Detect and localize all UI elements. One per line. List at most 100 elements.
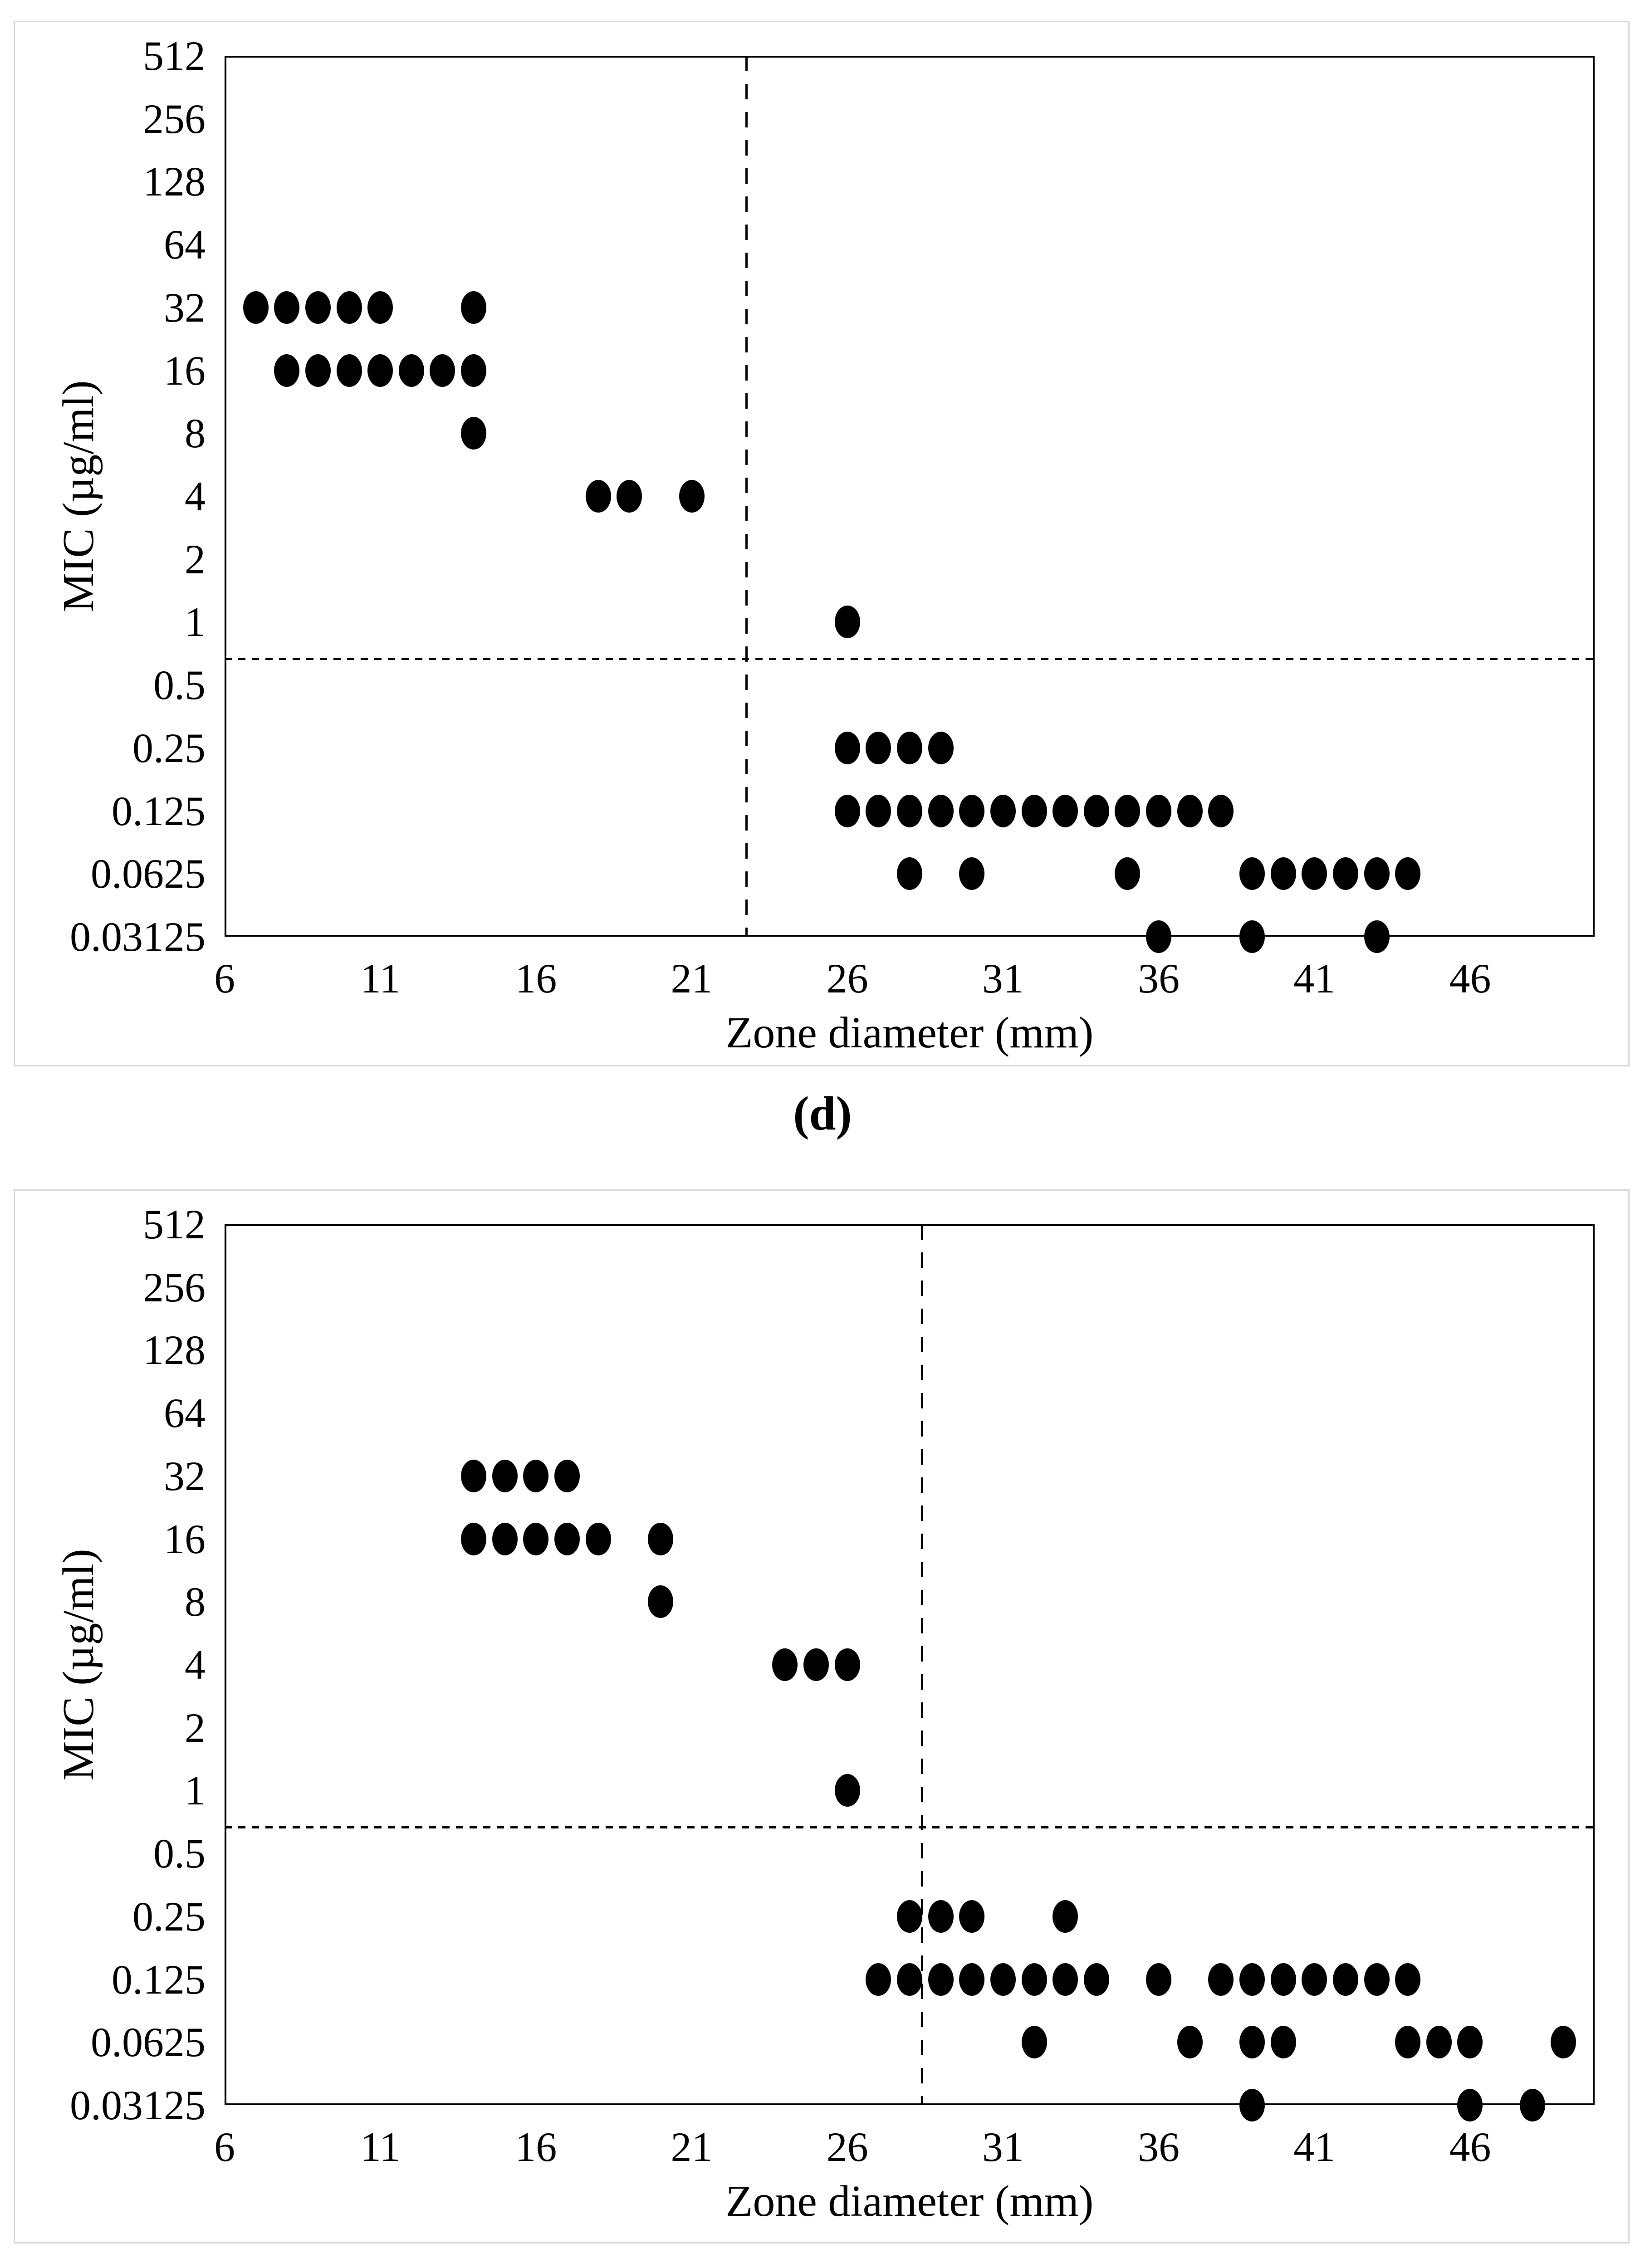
y-tick-label: 1	[185, 599, 206, 645]
data-point	[928, 731, 954, 764]
y-tick-label: 64	[164, 221, 206, 268]
y-tick-label: 8	[185, 410, 206, 457]
data-point	[772, 1648, 798, 1681]
data-point	[959, 1963, 985, 1996]
data-point	[1457, 2089, 1483, 2121]
panel-d: MIC (µg/ml) Zone diameter (mm) 512 256 128…	[14, 21, 1630, 1066]
data-point	[1364, 1963, 1390, 1996]
y-tick-label: 1	[185, 1767, 206, 1814]
data-point	[679, 480, 705, 513]
data-point	[1551, 2026, 1576, 2059]
x-tick-label: 11	[360, 2124, 401, 2170]
data-point	[1519, 2089, 1545, 2121]
panel-label-e: (e)	[0, 2257, 1645, 2268]
data-point	[305, 291, 331, 324]
data-point	[990, 794, 1016, 827]
data-point	[866, 794, 891, 827]
data-point	[1146, 920, 1172, 953]
y-tick-label: 64	[164, 1390, 206, 1437]
data-point	[1395, 857, 1421, 890]
data-point	[928, 1963, 954, 1996]
y-tick-label: 0.0625	[91, 850, 206, 897]
x-tick-label: 36	[1138, 2124, 1180, 2170]
x-tick-label: 21	[671, 955, 713, 1002]
data-point	[803, 1648, 829, 1681]
data-point	[1083, 1963, 1109, 1996]
x-tick-label: 6	[214, 2124, 235, 2170]
data-point	[1021, 794, 1047, 827]
x-tick-label: 26	[826, 2124, 868, 2170]
x-tick-label: 6	[214, 955, 235, 1002]
data-point	[1053, 1963, 1078, 1996]
y-tick-label: 0.03125	[70, 914, 206, 960]
data-point	[461, 417, 487, 450]
breakpoint-hline	[225, 657, 1595, 660]
data-point	[1239, 920, 1265, 953]
y-tick-label: 512	[143, 1201, 206, 1247]
data-point	[492, 1522, 518, 1555]
x-tick-label: 41	[1293, 2124, 1336, 2170]
y-tick-label: 0.25	[132, 724, 206, 771]
y-tick-label: 0.5	[153, 662, 206, 709]
data-point	[928, 794, 954, 827]
data-point	[897, 857, 922, 890]
y-tick-label: 0.03125	[70, 2082, 206, 2128]
data-point	[274, 291, 300, 324]
data-point	[1332, 857, 1358, 890]
panel-e: MIC (µg/ml) Zone diameter (mm) 512 256 128…	[14, 1189, 1630, 2244]
data-point	[617, 480, 642, 513]
data-point	[585, 480, 611, 513]
data-point	[834, 606, 860, 639]
y-tick-label: 4	[185, 1642, 206, 1688]
data-point	[897, 794, 922, 827]
data-point	[336, 354, 362, 387]
x-tick-label: 31	[982, 955, 1024, 1002]
data-point	[959, 1900, 985, 1933]
data-point	[1208, 1963, 1234, 1996]
x-tick-label: 41	[1293, 955, 1336, 1002]
x-tick-label: 11	[360, 955, 401, 1002]
data-point	[834, 1648, 860, 1681]
x-tick-label: 46	[1449, 955, 1491, 1002]
x-tick-label: 21	[671, 2124, 713, 2170]
y-tick-label: 0.5	[153, 1830, 206, 1877]
data-point	[647, 1522, 673, 1555]
data-point	[866, 1963, 891, 1996]
breakpoint-hline	[225, 1826, 1595, 1828]
data-point	[834, 731, 860, 764]
data-point	[897, 731, 922, 764]
y-tick-label: 0.0625	[91, 2019, 206, 2066]
y-tick-label: 2	[185, 1704, 206, 1751]
panel-label-d: (d)	[793, 1087, 852, 1140]
data-point	[1270, 1963, 1296, 1996]
data-point	[461, 291, 487, 324]
data-point	[1021, 1963, 1047, 1996]
data-point	[461, 1522, 487, 1555]
data-point	[1115, 857, 1141, 890]
data-point	[1239, 1963, 1265, 1996]
data-point	[959, 794, 985, 827]
data-point	[1146, 1963, 1172, 1996]
data-point	[1083, 794, 1109, 827]
data-point	[897, 1900, 922, 1933]
data-point	[1239, 2089, 1265, 2121]
data-point	[1395, 1963, 1421, 1996]
data-point	[585, 1522, 611, 1555]
y-tick-label: 256	[143, 1264, 206, 1310]
data-point	[461, 354, 487, 387]
data-point	[336, 291, 362, 324]
data-point	[1302, 857, 1327, 890]
data-point	[1395, 2026, 1421, 2059]
x-tick-label: 26	[826, 955, 868, 1002]
data-point	[834, 794, 860, 827]
data-point	[866, 731, 891, 764]
data-point	[1239, 857, 1265, 890]
y-tick-label: 4	[185, 473, 206, 519]
data-point	[523, 1459, 549, 1492]
x-tick-label: 36	[1138, 955, 1180, 1002]
data-point	[928, 1900, 954, 1933]
y-tick-label: 16	[164, 1515, 206, 1562]
data-point	[1457, 2026, 1483, 2059]
y-tick-label: 0.125	[112, 1956, 206, 2003]
data-point	[1177, 2026, 1203, 2059]
